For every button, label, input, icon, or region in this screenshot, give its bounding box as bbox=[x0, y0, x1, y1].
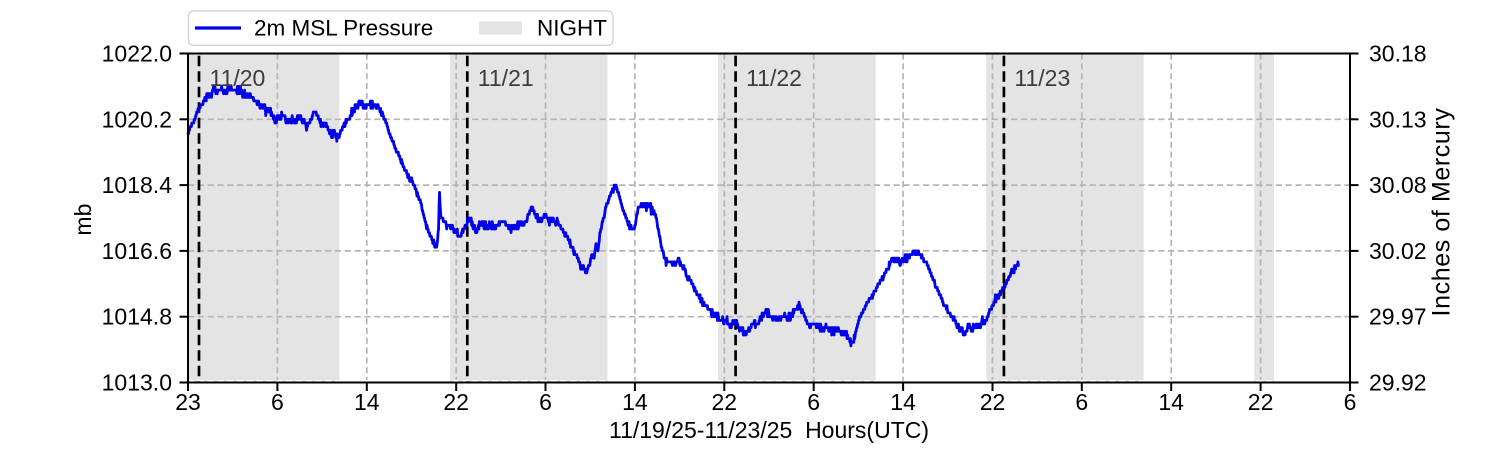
svg-text:6: 6 bbox=[539, 389, 552, 415]
svg-text:2m MSL Pressure: 2m MSL Pressure bbox=[254, 16, 433, 41]
svg-text:14: 14 bbox=[1158, 389, 1184, 415]
svg-text:14: 14 bbox=[890, 389, 916, 415]
svg-text:22: 22 bbox=[712, 389, 738, 415]
svg-text:11/19/25-11/23/25 Hours(UTC): 11/19/25-11/23/25 Hours(UTC) bbox=[609, 417, 929, 443]
svg-text:22: 22 bbox=[1248, 389, 1274, 415]
svg-text:6: 6 bbox=[1075, 389, 1088, 415]
svg-text:1020.2: 1020.2 bbox=[102, 106, 172, 132]
svg-text:11/21: 11/21 bbox=[478, 65, 534, 91]
svg-text:11/22: 11/22 bbox=[746, 65, 802, 91]
svg-text:1014.8: 1014.8 bbox=[102, 304, 172, 330]
svg-text:23: 23 bbox=[175, 389, 201, 415]
svg-text:1016.6: 1016.6 bbox=[102, 238, 172, 264]
svg-text:29.97: 29.97 bbox=[1369, 304, 1427, 330]
svg-text:22: 22 bbox=[980, 389, 1006, 415]
svg-text:11/23: 11/23 bbox=[1014, 65, 1070, 91]
svg-text:22: 22 bbox=[443, 389, 469, 415]
svg-text:14: 14 bbox=[354, 389, 380, 415]
svg-text:Inches of Mercury: Inches of Mercury bbox=[1428, 108, 1456, 317]
svg-text:1013.0: 1013.0 bbox=[102, 370, 172, 396]
svg-text:14: 14 bbox=[622, 389, 648, 415]
svg-text:NIGHT: NIGHT bbox=[537, 16, 607, 41]
svg-text:30.18: 30.18 bbox=[1369, 41, 1427, 67]
svg-text:30.08: 30.08 bbox=[1369, 172, 1427, 198]
svg-text:30.13: 30.13 bbox=[1369, 106, 1427, 132]
svg-text:29.92: 29.92 bbox=[1369, 370, 1427, 396]
svg-text:6: 6 bbox=[807, 389, 820, 415]
svg-text:1018.4: 1018.4 bbox=[102, 172, 173, 198]
svg-text:mb: mb bbox=[70, 204, 96, 236]
svg-text:1022.0: 1022.0 bbox=[102, 41, 172, 67]
svg-text:6: 6 bbox=[271, 389, 284, 415]
svg-text:6: 6 bbox=[1344, 389, 1357, 415]
svg-text:30.02: 30.02 bbox=[1369, 238, 1427, 264]
svg-text:11/20: 11/20 bbox=[210, 65, 266, 91]
